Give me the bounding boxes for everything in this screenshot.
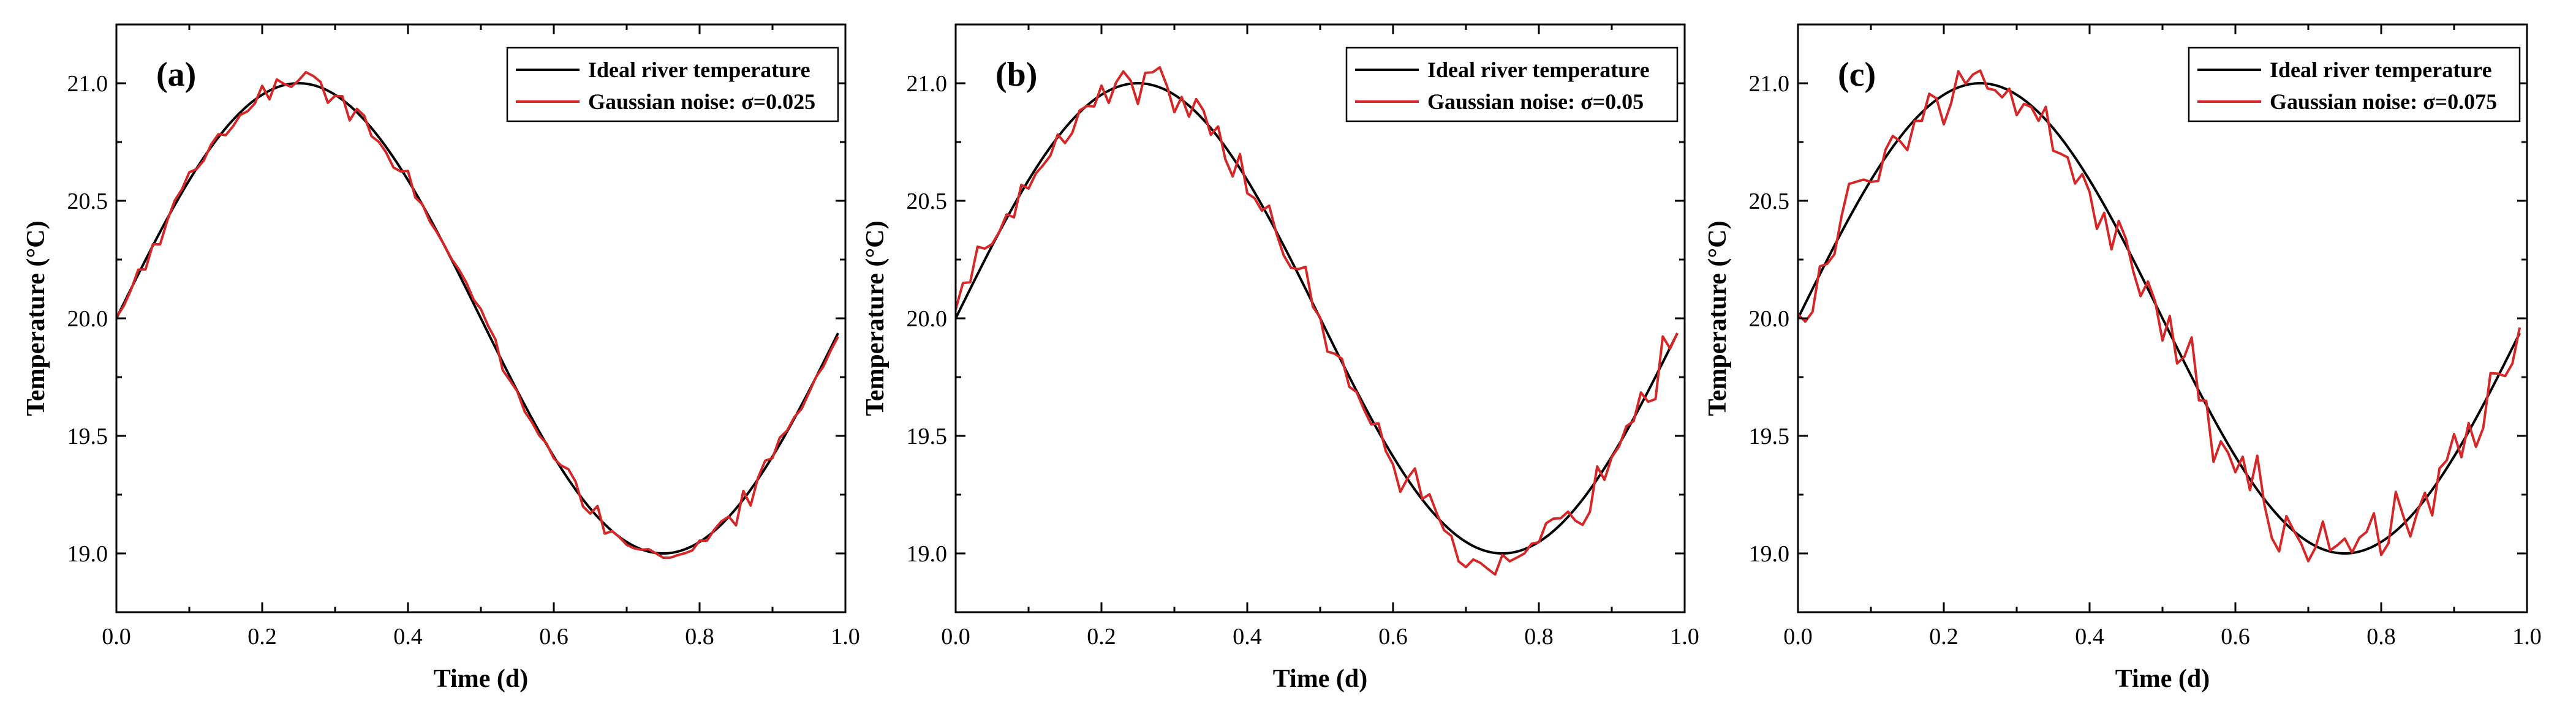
y-tick-label: 20.0: [907, 306, 948, 332]
y-tick-label: 19.5: [67, 424, 108, 449]
x-tick-label: 0.6: [539, 624, 568, 650]
x-tick-label: 0.0: [941, 624, 970, 650]
x-tick-label: 0.6: [2221, 624, 2250, 650]
legend: Ideal river temperature Gaussian noise: σ…: [506, 47, 839, 122]
y-tick-label: 21.0: [1749, 71, 1790, 97]
panel-label: (b): [995, 56, 1037, 94]
noisy-temperature-line: [116, 70, 839, 559]
y-tick-label: 21.0: [907, 71, 948, 97]
legend-entry: Ideal river temperature: [1427, 58, 1650, 82]
x-axis-title: Time (d): [1273, 665, 1367, 693]
y-tick-label: 20.0: [1749, 306, 1790, 332]
y-axis-title: Temperature (°C): [861, 221, 890, 416]
ideal-temperature-line: [1798, 82, 2521, 555]
chart-panel-2: 0.0 0.2 0.4 0.6 0.8 1.0 19.0 19.5 20.0 20.5 21.0 Ti…: [861, 23, 1699, 693]
legend-box: [506, 47, 839, 122]
legend-box: [2188, 47, 2521, 122]
x-tick-label: 0.6: [1378, 624, 1408, 650]
noisy-temperature-line: [1798, 69, 2521, 563]
x-tick-label: 0.0: [102, 624, 131, 650]
x-tick-label: 0.4: [2075, 624, 2104, 650]
y-tick-label: 20.5: [907, 189, 948, 214]
y-tick-label: 20.5: [67, 189, 108, 214]
x-tick-label: 0.8: [1524, 624, 1554, 650]
legend-entry: Ideal river temperature: [2270, 58, 2492, 82]
x-tick-label: 1.0: [2512, 624, 2542, 650]
ideal-temperature-line: [956, 82, 1679, 555]
y-tick-label: 19.0: [907, 541, 948, 567]
legend-entry: Ideal river temperature: [588, 58, 810, 82]
panel-label: (a): [156, 56, 196, 94]
legend-box: [1345, 47, 1679, 122]
y-tick-label: 19.0: [1749, 541, 1790, 567]
y-tick-label: 19.5: [1749, 424, 1790, 449]
panel-label: (c): [1838, 56, 1876, 94]
legend: Ideal river temperature Gaussian noise: σ…: [1345, 47, 1679, 122]
legend-entry: Gaussian noise: σ=0.075: [2270, 89, 2497, 114]
x-axis-title: Time (d): [434, 665, 528, 693]
x-tick-label: 1.0: [831, 624, 860, 650]
x-tick-label: 0.8: [2366, 624, 2396, 650]
chart-panel-3: 0.0 0.2 0.4 0.6 0.8 1.0 19.0 19.5 20.0 20.5 21.0 Ti…: [1704, 23, 2542, 693]
x-axis-title: Time (d): [2115, 665, 2210, 693]
y-tick-label: 19.0: [67, 541, 108, 567]
legend-entry: Gaussian noise: σ=0.025: [588, 89, 815, 114]
x-tick-label: 0.2: [1087, 624, 1116, 650]
y-axis-title: Temperature (°C): [22, 221, 50, 416]
noisy-temperature-line: [956, 66, 1679, 576]
ideal-temperature-line: [116, 82, 839, 555]
x-tick-label: 0.0: [1783, 624, 1813, 650]
legend-entry: Gaussian noise: σ=0.05: [1427, 89, 1644, 114]
y-tick-label: 21.0: [67, 71, 108, 97]
chart-panel-1: 0.0 0.2 0.4 0.6 0.8 1.0 19.0 19.5 20.0 20.5 21.0 Ti…: [22, 23, 860, 693]
x-tick-label: 0.2: [247, 624, 277, 650]
x-tick-label: 1.0: [1670, 624, 1699, 650]
y-tick-label: 20.0: [67, 306, 108, 332]
x-tick-label: 0.2: [1929, 624, 1958, 650]
y-axis-title: Temperature (°C): [1704, 221, 1732, 416]
x-tick-label: 0.4: [393, 624, 423, 650]
y-tick-label: 20.5: [1749, 189, 1790, 214]
x-tick-label: 0.4: [1233, 624, 1262, 650]
legend: Ideal river temperature Gaussian noise: σ…: [2188, 47, 2521, 122]
x-tick-label: 0.8: [685, 624, 714, 650]
y-tick-label: 19.5: [907, 424, 948, 449]
